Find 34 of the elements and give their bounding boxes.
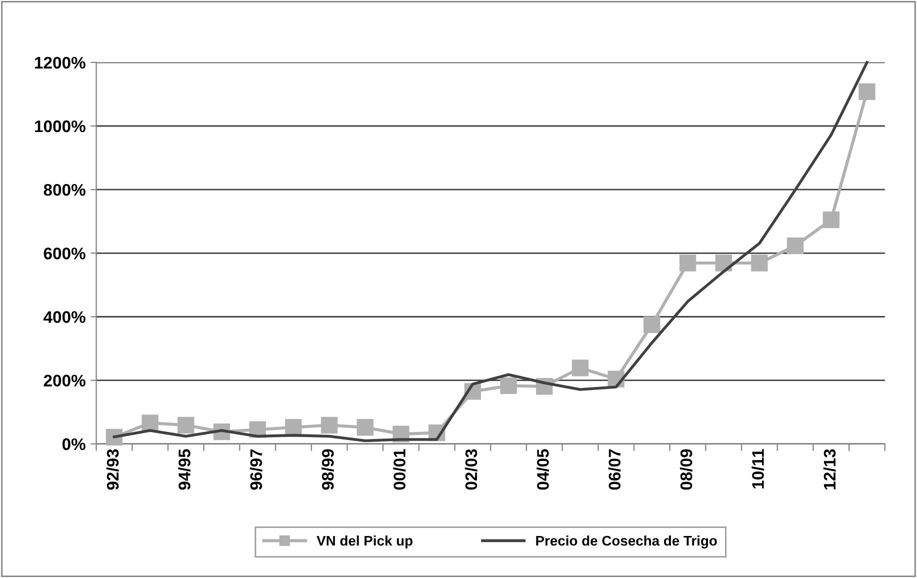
x-tick-label: 98/99 [322,449,334,490]
x-tick-label: 06/07 [608,449,621,490]
point [178,416,194,434]
y-tick-label: 600% [44,248,86,260]
y-tick-label: 800% [44,184,86,196]
point [285,419,302,436]
point [822,211,840,228]
point [644,316,660,334]
point [320,416,338,434]
y-tick-label: 0% [62,438,86,450]
point [715,254,732,272]
legend-label: VN del Pick up [316,535,412,548]
x-tick-label: 08/09 [680,449,692,490]
y-tick-label: 400% [43,311,86,323]
x-tick-label: 92/93 [106,449,119,490]
point [786,238,804,254]
point [500,377,517,394]
x-tick-label: 94/95 [178,449,191,490]
point [356,419,374,436]
y-tick-label: 1200% [35,56,86,69]
x-tick-label: 10/11 [752,449,764,488]
x-tick-label: 02/03 [464,449,478,490]
x-tick-label: 96/97 [250,449,262,490]
point [751,254,768,272]
point [679,254,696,272]
y-tick-label: 200% [44,374,86,387]
y-tick-label: 1000% [35,120,86,132]
x-tick-label: 04/05 [536,449,550,490]
legend-label: Precio de Cosecha de Trigo [536,535,717,548]
x-tick-label: 12/13 [823,449,836,490]
point [572,360,589,376]
x-tick-label: 00/01 [393,449,406,490]
point [858,83,876,100]
point [142,414,158,432]
